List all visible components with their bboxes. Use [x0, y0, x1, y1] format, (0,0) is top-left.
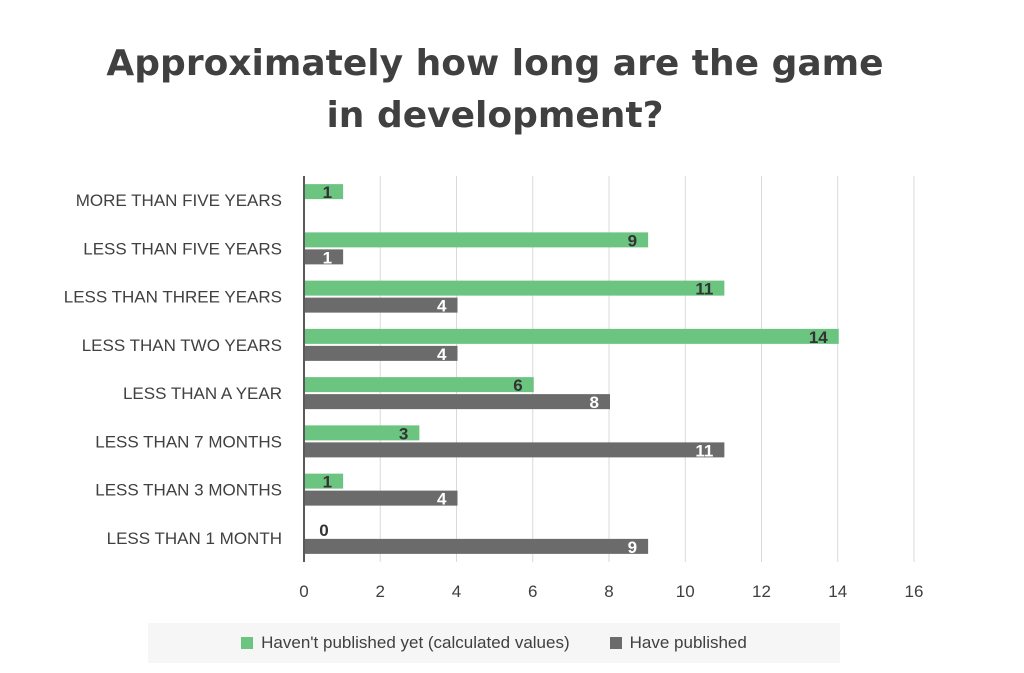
- data-label: 4: [437, 345, 447, 364]
- bar-published: [305, 249, 344, 265]
- category-label: MORE THAN FIVE YEARS: [76, 191, 282, 210]
- data-label: 0: [319, 521, 328, 540]
- data-label: 8: [590, 393, 599, 412]
- data-label: 6: [513, 376, 522, 395]
- bar-published: [305, 490, 458, 506]
- bar-unpublished: [305, 232, 649, 248]
- bar-unpublished: [305, 280, 725, 296]
- x-tick-label: 6: [528, 582, 537, 601]
- category-label: LESS THAN 1 MONTH: [107, 529, 282, 548]
- category-label: LESS THAN FIVE YEARS: [83, 239, 282, 258]
- bar-published: [305, 345, 458, 361]
- bar-published: [305, 538, 649, 554]
- bar-unpublished: [305, 425, 420, 441]
- x-tick-label: 8: [604, 582, 613, 601]
- x-tick-label: 0: [299, 582, 308, 601]
- x-tick-label: 14: [828, 582, 847, 601]
- category-label: LESS THAN TWO YEARS: [82, 336, 282, 355]
- bar-published: [305, 394, 610, 410]
- x-tick-label: 16: [905, 582, 924, 601]
- data-label: 14: [809, 328, 828, 347]
- legend-item-unpublished: Haven't published yet (calculated values…: [241, 633, 570, 653]
- category-label: LESS THAN THREE YEARS: [64, 288, 282, 307]
- bar-published: [305, 297, 458, 313]
- category-label: LESS THAN A YEAR: [123, 384, 282, 403]
- legend-label-published: Have published: [629, 633, 747, 652]
- x-tick-label: 10: [676, 582, 695, 601]
- chart-title: Approximately how long are the game in d…: [106, 43, 884, 136]
- data-label: 11: [695, 441, 713, 460]
- bar-unpublished: [305, 377, 534, 393]
- data-label: 9: [628, 538, 637, 557]
- legend: Haven't published yet (calculated values…: [148, 623, 840, 663]
- data-label: 9: [628, 231, 637, 250]
- data-label: 11: [695, 280, 713, 299]
- bar-unpublished: [305, 473, 344, 489]
- data-label: 3: [399, 424, 408, 443]
- bar-unpublished: [305, 184, 344, 200]
- category-label: LESS THAN 3 MONTHS: [95, 481, 282, 500]
- data-label: 4: [437, 297, 447, 316]
- legend-label-unpublished: Haven't published yet (calculated values…: [261, 633, 570, 652]
- legend-swatch-unpublished: [241, 637, 254, 649]
- legend-item-published: Have published: [609, 633, 747, 653]
- category-label: LESS THAN 7 MONTHS: [95, 432, 282, 451]
- x-tick-label: 4: [452, 582, 461, 601]
- data-label: 1: [323, 248, 332, 267]
- data-label: 1: [323, 473, 332, 492]
- legend-swatch-published: [609, 637, 622, 649]
- bar-unpublished: [305, 328, 839, 344]
- data-label: 1: [323, 183, 332, 202]
- x-tick-label: 2: [376, 582, 385, 601]
- x-tick-label: 12: [752, 582, 771, 601]
- data-label: 4: [437, 490, 447, 509]
- bar-published: [305, 442, 725, 458]
